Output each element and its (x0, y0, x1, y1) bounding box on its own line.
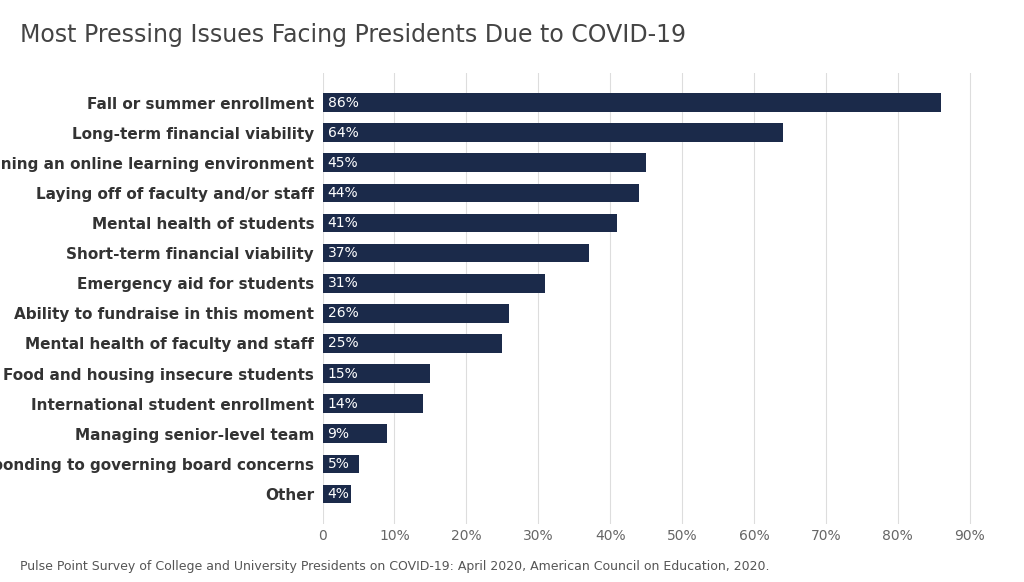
Text: 9%: 9% (328, 427, 349, 441)
Bar (323, 93, 941, 112)
Text: 4%: 4% (328, 487, 349, 501)
Bar (323, 304, 510, 322)
Text: 86%: 86% (328, 95, 358, 109)
Text: 25%: 25% (328, 336, 358, 350)
Bar (323, 334, 503, 353)
Text: 5%: 5% (328, 457, 349, 471)
Text: 44%: 44% (328, 186, 358, 200)
Bar (323, 485, 351, 503)
Bar (323, 183, 639, 202)
Bar (323, 274, 546, 293)
Text: Pulse Point Survey of College and University Presidents on COVID-19: April 2020,: Pulse Point Survey of College and Univer… (20, 560, 770, 573)
Text: 64%: 64% (328, 126, 358, 140)
Text: 45%: 45% (328, 156, 358, 170)
Bar (323, 154, 646, 172)
Bar (323, 455, 358, 473)
Bar (323, 395, 423, 413)
Bar (323, 123, 782, 142)
Bar (323, 214, 617, 232)
Text: 14%: 14% (328, 397, 358, 411)
Bar (323, 424, 387, 443)
Text: 15%: 15% (328, 367, 358, 381)
Text: Most Pressing Issues Facing Presidents Due to COVID-19: Most Pressing Issues Facing Presidents D… (20, 23, 686, 47)
Bar (323, 364, 430, 383)
Text: 41%: 41% (328, 216, 358, 230)
Text: 26%: 26% (328, 306, 358, 320)
Text: 37%: 37% (328, 246, 358, 260)
Text: 31%: 31% (328, 276, 358, 290)
Bar (323, 244, 589, 262)
